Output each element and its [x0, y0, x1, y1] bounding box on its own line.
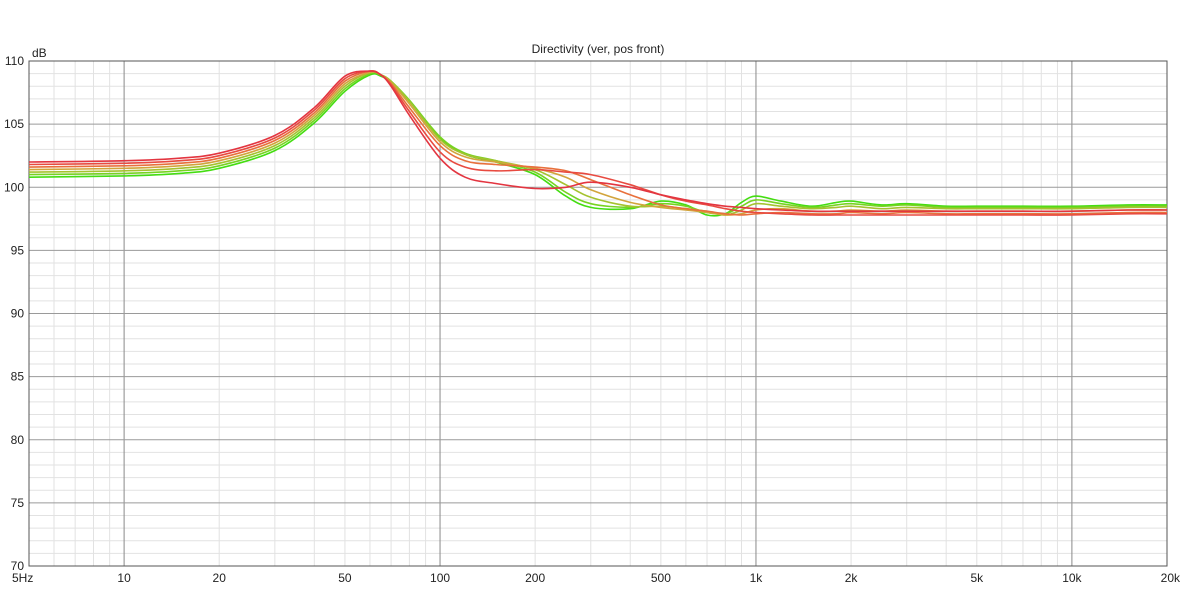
series-line-7	[28, 70, 1168, 213]
series-line-5	[28, 70, 1168, 216]
x-axis-tick-labels: 5Hz 10 20 50 100 200 500 1k 2k 5k 10k 20k	[12, 571, 1181, 585]
y-tick-label: 105	[4, 117, 24, 131]
x-tick-label: 10	[117, 571, 131, 585]
y-tick-label: 75	[11, 496, 25, 510]
series-lines	[28, 70, 1168, 217]
y-axis-tick-labels: 110 105 100 95 90 85 80 75 70	[4, 54, 24, 573]
x-tick-label: 200	[525, 571, 545, 585]
x-tick-label: 10k	[1062, 571, 1082, 585]
x-tick-label: 1k	[750, 571, 764, 585]
x-tick-label: 500	[651, 571, 671, 585]
y-tick-label: 80	[11, 433, 25, 447]
y-tick-label: 95	[11, 243, 25, 257]
y-tick-label: 85	[11, 370, 25, 384]
y-axis-unit-label: dB	[32, 46, 47, 60]
x-tick-label: 5Hz	[12, 571, 33, 585]
x-tick-label: 20	[213, 571, 227, 585]
series-line-6	[28, 70, 1168, 216]
y-tick-label: 100	[4, 180, 24, 194]
y-tick-label: 90	[11, 307, 25, 321]
x-tick-label: 50	[338, 571, 352, 585]
y-tick-label: 70	[11, 559, 25, 573]
x-tick-label: 5k	[970, 571, 984, 585]
x-tick-label: 2k	[845, 571, 859, 585]
chart-title: Directivity (ver, pos front)	[532, 42, 665, 56]
y-tick-label: 110	[5, 54, 24, 68]
plot-area-frame	[28, 60, 1168, 567]
series-line-1	[28, 73, 1168, 217]
series-line-4	[28, 71, 1168, 216]
x-tick-label: 20k	[1161, 571, 1181, 585]
x-tick-label: 100	[430, 571, 450, 585]
series-line-3	[28, 70, 1168, 216]
